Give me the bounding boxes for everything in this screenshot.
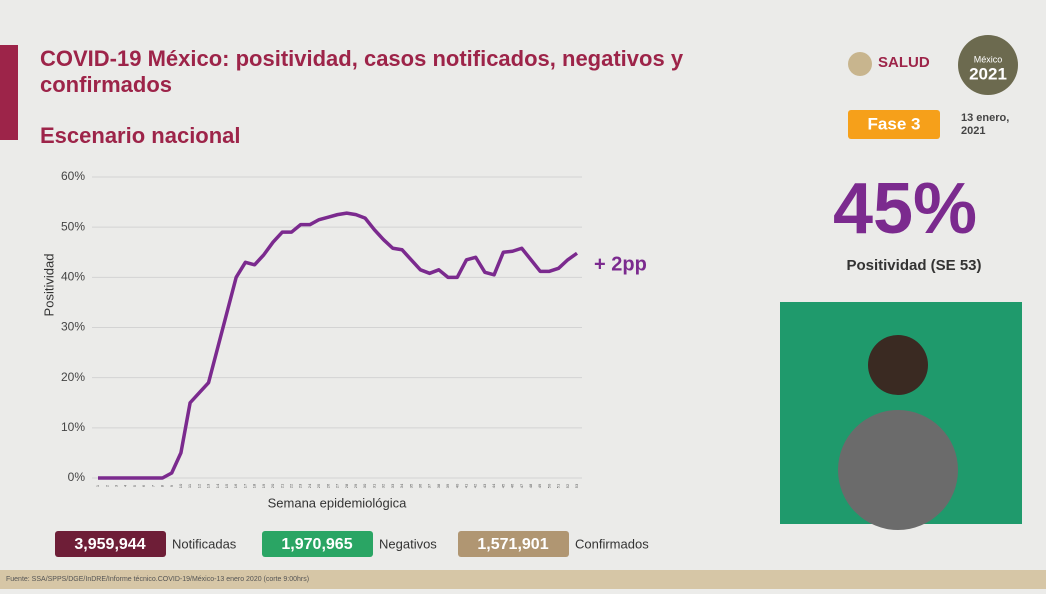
x-tick-label: 41 [464, 483, 469, 488]
y-tick-label: 0% [68, 470, 86, 484]
x-tick-label: 32 [381, 483, 386, 488]
salud-text: SALUD [878, 54, 930, 71]
x-tick-label: 20 [270, 483, 275, 488]
x-tick-label: 33 [390, 483, 395, 488]
x-tick-label: 11 [187, 483, 192, 488]
interpreter-head [868, 335, 928, 395]
x-tick-label: 27 [335, 483, 340, 488]
footer: Fuente: SSA/SPPS/DGE/InDRE/Informe técni… [6, 576, 309, 583]
x-tick-label: 50 [546, 483, 551, 488]
x-tick-label: 34 [399, 483, 404, 488]
salud-logo [848, 52, 872, 76]
x-tick-label: 48 [528, 483, 533, 488]
y-tick-label: 20% [61, 370, 85, 384]
x-tick-label: 38 [436, 483, 441, 488]
kpi-value: 45% [833, 169, 977, 249]
x-tick-label: 9 [169, 484, 174, 487]
x-tick-label: 49 [537, 483, 542, 488]
phase-text: Fase 3 [868, 114, 921, 133]
x-tick-label: 35 [408, 483, 413, 488]
x-tick-label: 1 [95, 484, 100, 487]
x-tick-label: 7 [150, 484, 155, 487]
x-tick-label: 46 [510, 483, 515, 488]
x-tick-label: 2 [104, 484, 109, 487]
counter-value: 1,970,965 [281, 536, 352, 553]
counters: 3,959,944 Notificadas 1,970,965 Negativos 1,… [55, 531, 649, 557]
counter-box [55, 531, 166, 557]
line-series [98, 211, 579, 480]
x-tick-label: 14 [215, 483, 220, 488]
x-tick-label: 30 [362, 483, 367, 488]
x-tick-label: 37 [427, 483, 432, 488]
x-tick-label: 15 [224, 483, 229, 488]
x-tick-label: 51 [556, 483, 561, 488]
x-tick-label: 47 [519, 483, 524, 488]
x-tick-label: 53 [574, 483, 579, 488]
x-tick-label: 13 [206, 483, 211, 488]
x-tick-label: 40 [454, 483, 459, 488]
y-tick-label: 60% [61, 169, 85, 183]
x-tick-label: 19 [261, 483, 266, 488]
x-tick-label: 52 [565, 483, 570, 488]
x-tick-label: 4 [123, 484, 128, 487]
x-tick-label: 25 [316, 483, 321, 488]
date: 2021 [961, 125, 985, 137]
counter-value: 1,571,901 [477, 536, 548, 553]
interpreter [838, 410, 958, 530]
date: 13 enero, [961, 112, 1009, 124]
title: confirmados [40, 72, 172, 97]
y-tick-label: 30% [61, 320, 85, 334]
x-tick-label: 3 [113, 484, 118, 487]
y-tick-label: 40% [61, 270, 85, 284]
x-tick-label: 29 [353, 483, 358, 488]
y-tick-label: 50% [61, 219, 85, 233]
x-tick-label: 8 [160, 484, 165, 487]
x-axis-label: Semana epidemiológica [268, 495, 408, 510]
kpi-label: Positividad (SE 53) [846, 257, 981, 274]
x-tick-label: 44 [491, 483, 496, 488]
x-tick-label: 28 [344, 483, 349, 488]
x-tick-label: 24 [307, 483, 312, 488]
counter-label: Negativos [379, 536, 437, 551]
y-tick-label: 10% [61, 420, 85, 434]
x-tick-label: 23 [298, 483, 303, 488]
counter-label: Confirmados [575, 536, 649, 551]
x-tick-label: 17 [242, 483, 247, 488]
x-tick-label: 16 [233, 483, 238, 488]
x-tick-label: 42 [473, 483, 478, 488]
counter-box [262, 531, 373, 557]
x-tick-label: 5 [132, 484, 137, 487]
chart: 0%10%20%30%40%50%60%1 2 3 4 5 6 7 8 9 10 11 12 13 14 1… [61, 169, 582, 488]
logo-text: México [974, 54, 1003, 64]
x-tick-label: 21 [279, 483, 284, 488]
counter-value: 3,959,944 [74, 536, 145, 553]
x-tick-label: 26 [325, 483, 330, 488]
accent-bar [0, 45, 18, 140]
counter-label: Notificadas [172, 536, 237, 551]
x-tick-label: 6 [141, 484, 146, 487]
annotation: + 2pp [594, 253, 647, 275]
logo-year: 2021 [969, 64, 1007, 83]
subtitle: Escenario nacional [40, 123, 241, 148]
y-axis-label: Positividad [41, 254, 56, 317]
x-tick-label: 45 [500, 483, 505, 488]
x-tick-label: 43 [482, 483, 487, 488]
footer-bar [0, 570, 1046, 589]
x-tick-label: 12 [196, 483, 201, 488]
mexico-logo [958, 35, 1018, 95]
x-tick-label: 10 [178, 483, 183, 488]
x-tick-label: 18 [252, 483, 257, 488]
x-tick-label: 31 [371, 483, 376, 488]
x-tick-label: 36 [417, 483, 422, 488]
x-tick-label: 22 [289, 483, 294, 488]
x-tick-label: 39 [445, 483, 450, 488]
counter-box [458, 531, 569, 557]
title: COVID-19 México: positividad, casos noti… [40, 46, 684, 71]
phase-badge [848, 110, 940, 139]
